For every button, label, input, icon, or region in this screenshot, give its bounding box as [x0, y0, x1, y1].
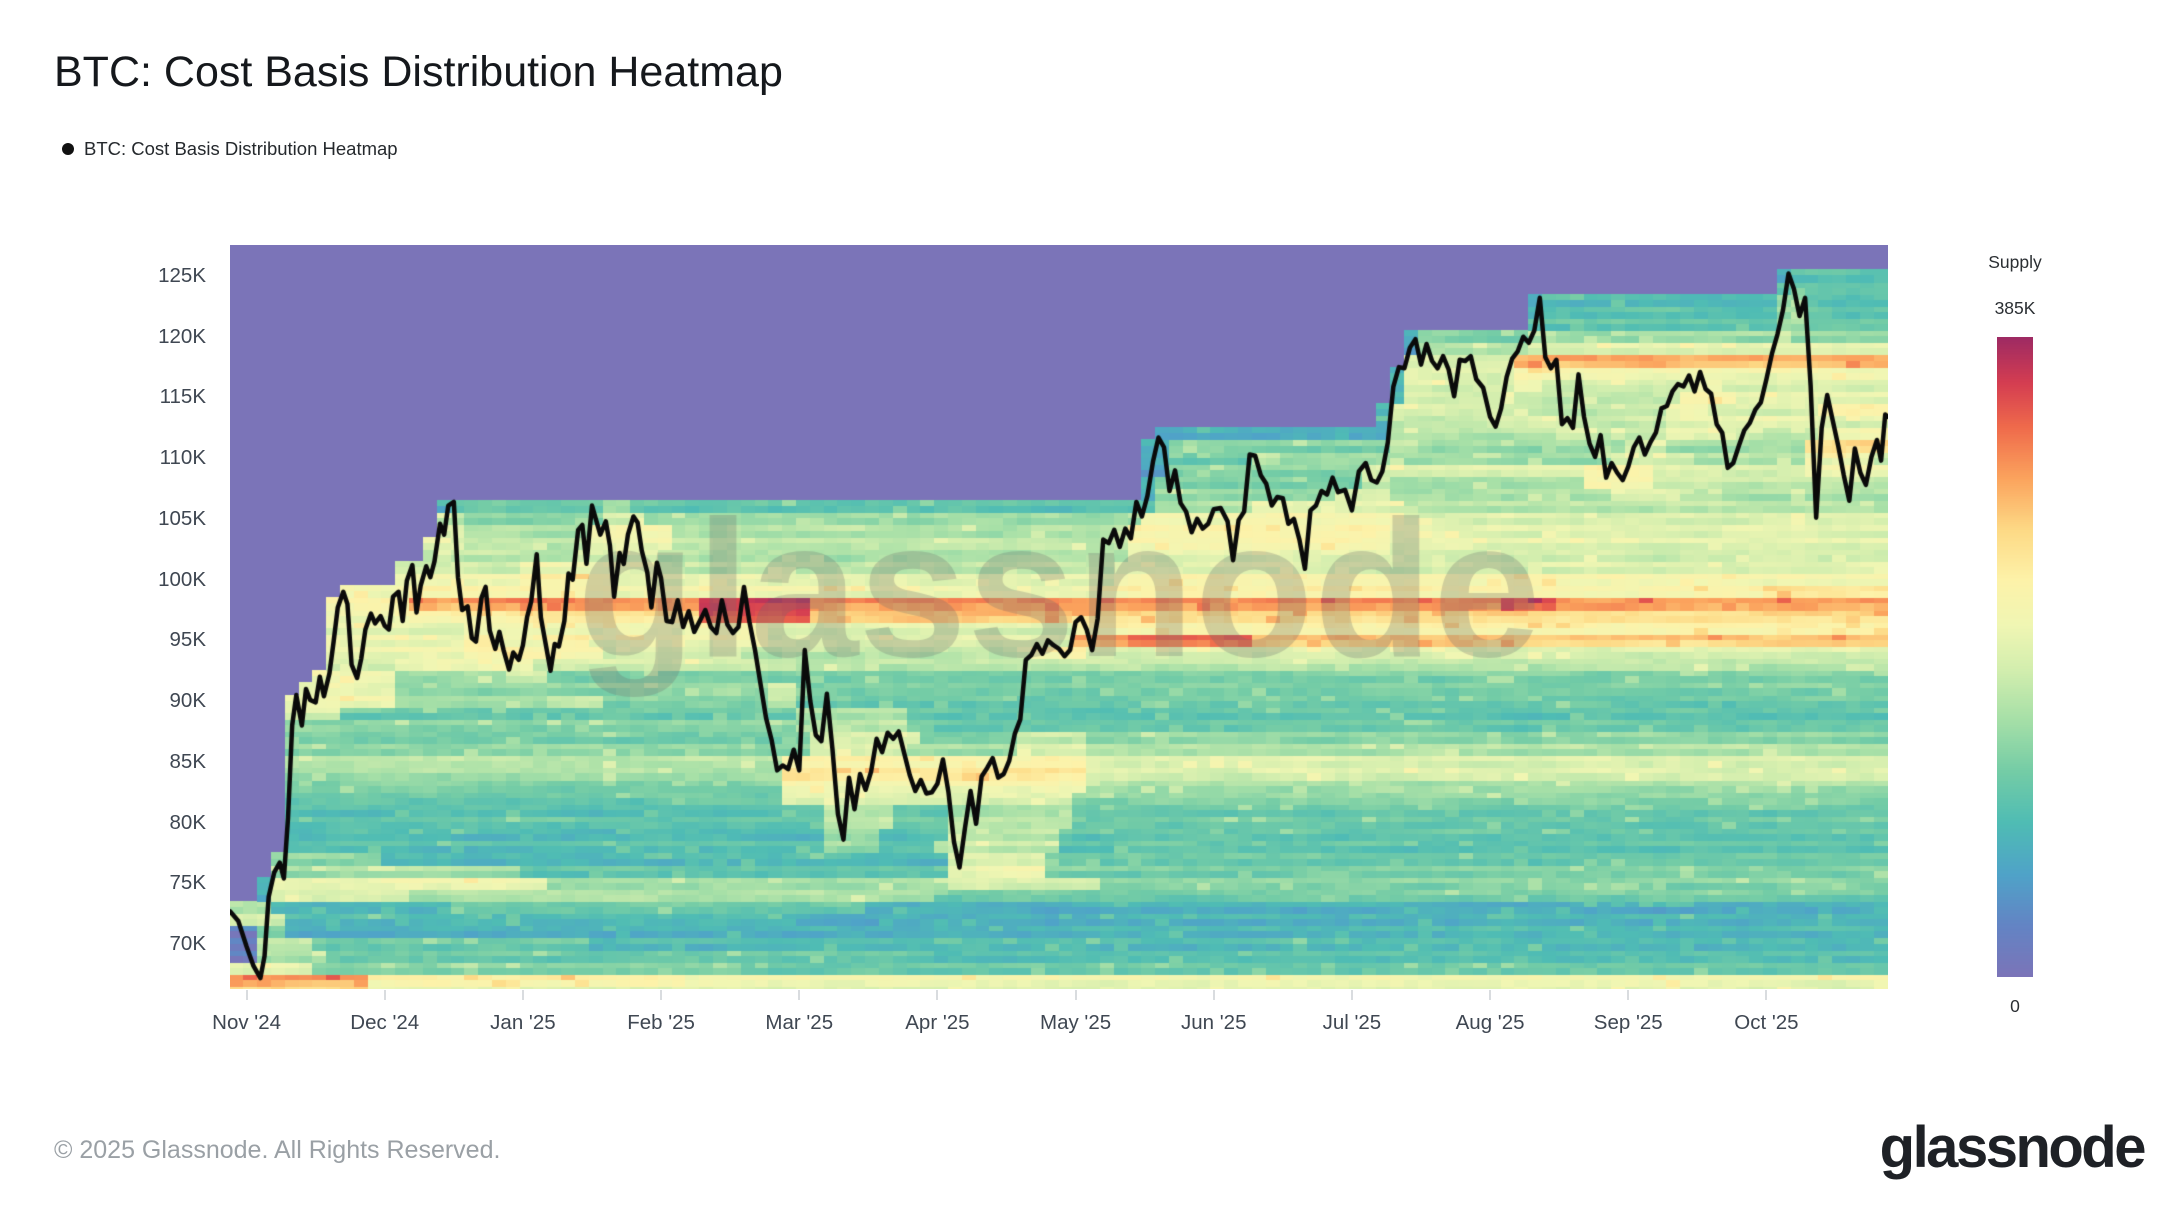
y-tick-label: 75K	[169, 871, 206, 895]
y-tick-label: 110K	[159, 446, 206, 470]
x-tick-label: Mar '25	[765, 1011, 834, 1034]
x-tick-mark	[1074, 990, 1077, 1000]
x-tick-mark	[798, 990, 801, 1000]
x-tick-label: May '25	[1040, 1011, 1112, 1034]
legend-item-cbd-heatmap[interactable]: BTC: Cost Basis Distribution Heatmap	[62, 138, 398, 160]
y-tick-label: 115K	[159, 385, 206, 409]
x-tick-label: Oct '25	[1734, 1011, 1799, 1034]
x-tick-mark	[660, 990, 663, 1000]
y-tick-label: 95K	[169, 628, 206, 652]
x-tick-label: Jan '25	[490, 1011, 556, 1034]
y-tick-label: 125K	[158, 263, 206, 287]
y-tick-label: 100K	[158, 567, 206, 591]
colorbar-max-label: 385K	[1994, 298, 2036, 318]
colorbar-gradient	[1997, 337, 2033, 977]
y-tick-label: 70K	[169, 932, 206, 956]
x-tick-mark	[383, 990, 386, 1000]
x-tick-label: Aug '25	[1455, 1011, 1525, 1034]
y-tick-label: 90K	[169, 689, 206, 713]
x-tick-label: Apr '25	[905, 1011, 970, 1034]
y-tick-label: 80K	[169, 810, 206, 834]
legend-item-label: BTC: Cost Basis Distribution Heatmap	[84, 138, 398, 159]
x-tick-mark	[1489, 990, 1492, 1000]
x-tick-mark	[1627, 990, 1630, 1000]
legend-marker-icon	[62, 143, 74, 155]
x-tick-mark	[1212, 990, 1215, 1000]
chart-plot-area	[230, 245, 1888, 989]
x-tick-label: Sep '25	[1593, 1011, 1663, 1034]
y-tick-label: 120K	[158, 324, 206, 348]
x-tick-mark	[936, 990, 939, 1000]
cbd-heatmap-canvas[interactable]	[230, 245, 1888, 989]
x-tick-mark	[245, 990, 248, 1000]
page-title: BTC: Cost Basis Distribution Heatmap	[54, 48, 783, 96]
glassnode-logo: glassnode	[1879, 1115, 2147, 1180]
x-tick-label: Jul '25	[1322, 1011, 1382, 1034]
x-tick-label: Dec '24	[350, 1011, 420, 1034]
x-tick-mark	[1350, 990, 1353, 1000]
x-tick-label: Nov '24	[212, 1011, 282, 1034]
y-tick-label: 105K	[158, 506, 206, 530]
x-tick-mark	[521, 990, 524, 1000]
y-tick-label: 85K	[169, 749, 206, 773]
colorbar-title: Supply	[1988, 252, 2042, 272]
copyright-text: © 2025 Glassnode. All Rights Reserved.	[54, 1136, 501, 1164]
colorbar-min-label: 0	[2010, 996, 2020, 1016]
x-tick-mark	[1765, 990, 1768, 1000]
x-tick-label: Jun '25	[1181, 1011, 1247, 1034]
x-tick-label: Feb '25	[627, 1011, 695, 1034]
